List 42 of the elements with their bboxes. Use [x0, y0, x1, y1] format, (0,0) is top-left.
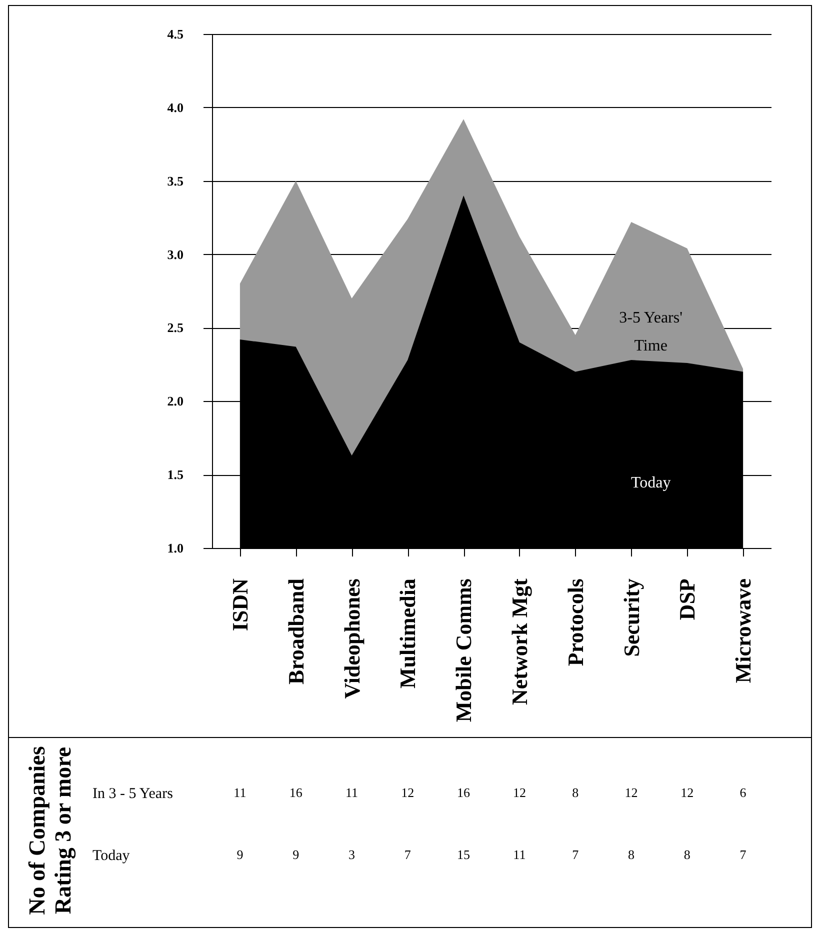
y-tick-label: 4.5 [167, 26, 184, 42]
x-tick-label: Multimedia [395, 578, 420, 688]
data-label: 11 [345, 785, 358, 800]
x-tick-label: DSP [674, 578, 700, 620]
y-tick-label: 4.0 [167, 100, 184, 115]
data-label: 3 [348, 847, 355, 862]
x-tick-label: Protocols [562, 578, 588, 666]
series-label: 3-5 Years' Time [619, 309, 683, 354]
data-label: 8 [572, 785, 579, 800]
data-label: 11 [513, 847, 526, 862]
x-tick-label: Network Mgt [506, 578, 532, 705]
data-label: 9 [292, 847, 300, 862]
x-tick-label: Security [618, 578, 644, 657]
data-label: 7 [404, 847, 412, 862]
x-tick-label: Videophones [339, 578, 364, 699]
data-label: 16 [457, 785, 471, 800]
data-label: 11 [234, 785, 246, 800]
y-tick-label: 3.0 [167, 246, 184, 262]
y-tick-label: 1.0 [167, 540, 184, 556]
data-label: 8 [684, 847, 690, 862]
series-label: Today [630, 474, 671, 492]
data-label: 8 [628, 847, 634, 862]
y-tick-label: 2.0 [167, 394, 184, 409]
data-label: 12 [401, 785, 414, 800]
data-label: 6 [740, 785, 747, 800]
x-tick-label: Broadband [283, 578, 308, 684]
data-label: 12 [512, 785, 526, 800]
y-tick-label: 1.5 [167, 467, 184, 482]
x-tick-label: ISDN [227, 578, 252, 632]
data-label: 12 [680, 785, 694, 800]
data-label: 9 [236, 847, 244, 862]
data-label: 16 [289, 785, 303, 800]
y-axis-title: No of Companies Rating 3 or more [24, 746, 76, 915]
data-label: 15 [457, 847, 470, 862]
data-label: 7 [572, 847, 580, 862]
data-label: 12 [624, 785, 638, 800]
x-tick-label: Microwave [730, 578, 756, 684]
y-tick-label: 2.5 [167, 320, 184, 336]
data-label: 7 [740, 847, 747, 862]
y-tick-label: In 3 - 5 Years [92, 786, 174, 802]
x-tick-label: Mobile Comms [451, 578, 476, 722]
y-tick-label: 3.5 [167, 173, 184, 188]
